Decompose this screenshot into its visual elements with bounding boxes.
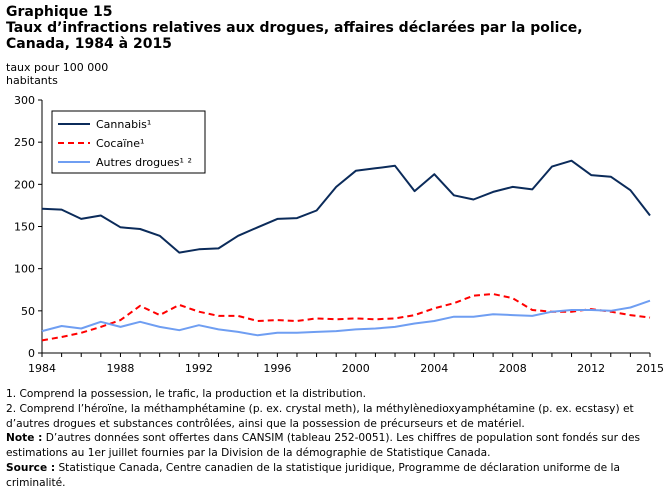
series-line-cannabis [41,159,651,254]
axes: 0 50 100 150 200 250 300 1984 1988 1992 1996 2000 20… [14,94,664,375]
x-tick-label: 1988 [106,362,134,375]
chart-notes: 1. Comprend la possession, le trafic, la… [6,387,668,491]
x-tick-label: 2015 [636,362,664,375]
y-tick-label: 150 [14,221,35,234]
y-tick-label: 0 [28,347,35,360]
note-text: D’autres données sont offertes dans CANS… [6,432,641,460]
note-label: Note : [6,432,43,445]
legend: Cannabis¹ Cocaïne¹ Autres drogues¹ ² [51,110,206,174]
series-line-autres [41,299,651,337]
footnote-1: 1. Comprend la possession, le trafic, la… [6,388,367,400]
x-tick-label: 1996 [263,362,291,375]
note-block: Note : D’autres données sont offertes da… [6,431,668,461]
footnote-2: 2. Comprend l’héroïne, la méthamphétamin… [6,402,634,430]
x-tick-label: 2004 [420,362,448,375]
x-tick-label: 1992 [185,362,213,375]
y-tick-label: 300 [14,94,35,107]
series-line-cocaine [41,293,651,342]
series-lines [41,159,651,342]
y-tick-label: 200 [14,178,35,191]
y-tick-label: 100 [14,263,35,276]
x-tick-label: 2012 [577,362,605,375]
y-tick-label: 50 [21,305,35,318]
y-tick-label: 250 [14,136,35,149]
source-label: Source : [6,461,56,474]
source-block: Source : Statistique Canada, Centre cana… [6,461,668,491]
figure-label: Graphique 15 [6,4,113,20]
x-tick-label: 2008 [499,362,527,375]
y-axis-unit-label: taux pour 100 000 habitants [6,61,109,87]
x-tick-label: 2000 [342,362,370,375]
legend-label-cocaine: Cocaïne¹ [96,137,144,150]
chart-title: Taux d’infractions relatives aux drogues… [6,20,583,52]
x-tick-label: 1984 [28,362,56,375]
source-text: Statistique Canada, Centre canadien de l… [6,461,620,489]
line-chart: 0 50 100 150 200 250 300 1984 1988 1992 1996 2000 20… [14,94,664,375]
legend-label-cannabis: Cannabis¹ [96,118,151,131]
legend-label-autres: Autres drogues¹ ² [96,156,192,169]
